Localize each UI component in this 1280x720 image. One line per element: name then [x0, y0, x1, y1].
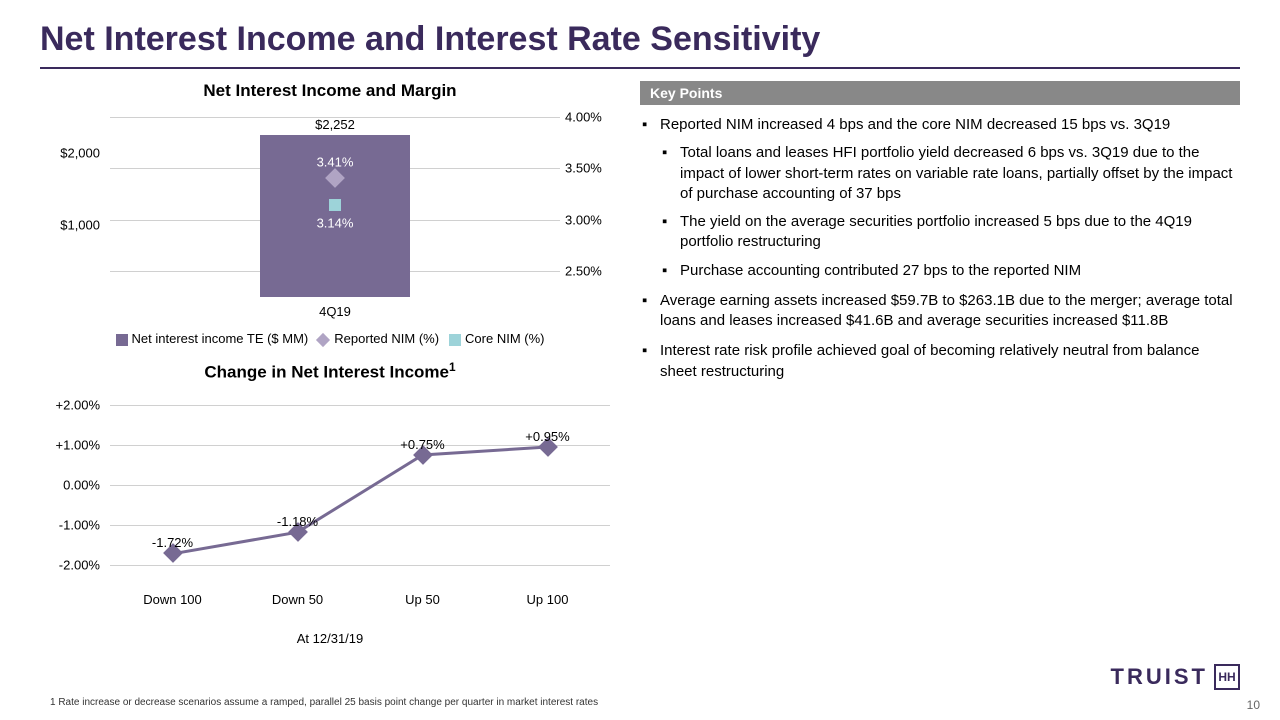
chart2-title: Change in Net Interest Income1 — [40, 360, 620, 383]
core-nim-label: 3.14% — [317, 216, 354, 231]
key-point-sub: Total loans and leases HFI portfolio yie… — [660, 143, 1240, 204]
page-title: Net Interest Income and Interest Rate Se… — [40, 20, 1240, 69]
chart1-title: Net Interest Income and Margin — [40, 81, 620, 101]
chart2-legend: At 12/31/19 — [40, 631, 620, 646]
key-points-header: Key Points — [640, 81, 1240, 105]
legend-item-2: Reported NIM (%) — [318, 331, 439, 346]
core-nim-marker — [329, 199, 341, 211]
footnote: 1 Rate increase or decrease scenarios as… — [50, 697, 598, 708]
key-point: Reported NIM increased 4 bps and the cor… — [640, 115, 1240, 281]
chart2-plot: -2.00%-1.00%0.00%+1.00%+2.00%-1.72%Down … — [110, 405, 610, 585]
point-label: +0.75% — [400, 437, 444, 452]
swatch-core — [449, 334, 461, 346]
x2-category: Up 100 — [498, 592, 598, 607]
x2-category: Down 50 — [248, 592, 348, 607]
bar-label: $2,252 — [275, 117, 395, 132]
y2-tick: 0.00% — [40, 477, 100, 492]
key-point: Interest rate risk profile achieved goal… — [640, 341, 1240, 382]
key-point-sub: The yield on the average securities port… — [660, 212, 1240, 253]
left-column: Net Interest Income and Margin 2.50% 3.00… — [40, 81, 620, 646]
key-points-list: Reported NIM increased 4 bps and the cor… — [640, 115, 1240, 382]
x2-category: Down 100 — [123, 592, 223, 607]
page-number: 10 — [1247, 698, 1260, 712]
legend-item-1: Net interest income TE ($ MM) — [116, 331, 309, 346]
point-label: +0.95% — [525, 429, 569, 444]
brand-logo: TRUIST HH — [1111, 664, 1240, 690]
y-left-tick: $1,000 — [40, 218, 100, 233]
slide: Net Interest Income and Interest Rate Se… — [0, 0, 1280, 720]
y-right-tick: 2.50% — [565, 264, 620, 279]
x-category: 4Q19 — [275, 304, 395, 319]
chart1-plot: 2.50%3.00%3.50%4.00%$1,000$2,000$2,2523.… — [110, 117, 560, 297]
y-right-tick: 3.00% — [565, 212, 620, 227]
key-point: Average earning assets increased $59.7B … — [640, 291, 1240, 332]
y2-tick: +2.00% — [40, 397, 100, 412]
point-label: -1.18% — [277, 514, 318, 529]
y2-tick: -1.00% — [40, 517, 100, 532]
point-label: -1.72% — [152, 535, 193, 550]
swatch-diamond — [316, 332, 330, 346]
y-right-tick: 4.00% — [565, 110, 620, 125]
key-point-sub: Purchase accounting contributed 27 bps t… — [660, 261, 1240, 281]
x2-category: Up 50 — [373, 592, 473, 607]
y-left-tick: $2,000 — [40, 146, 100, 161]
y2-tick: +1.00% — [40, 437, 100, 452]
chart1: 2.50% 3.00% 3.50% 4.00% $1,000 $2,000 $2,252 3.… — [40, 107, 620, 327]
right-column: Key Points Reported NIM increased 4 bps … — [640, 81, 1240, 646]
reported-nim-label: 3.41% — [317, 154, 354, 169]
legend-item-3: Core NIM (%) — [449, 331, 544, 346]
swatch-bar — [116, 334, 128, 346]
y2-tick: -2.00% — [40, 557, 100, 572]
chart2: -2.00% -1.00% 0.00% +1.00% +2.00% -1.72% Down … — [40, 395, 620, 625]
brand-icon: HH — [1214, 664, 1240, 690]
chart1-legend: Net interest income TE ($ MM) Reported N… — [40, 331, 620, 346]
content-area: Net Interest Income and Margin 2.50% 3.00… — [40, 81, 1240, 646]
y-right-tick: 3.50% — [565, 161, 620, 176]
